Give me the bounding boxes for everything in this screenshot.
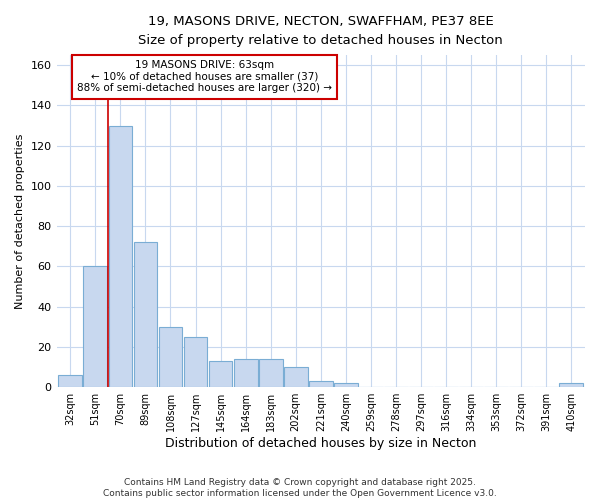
Bar [334,383,358,387]
Bar [234,359,257,387]
Bar [134,242,157,387]
Bar [109,126,133,387]
Text: 19 MASONS DRIVE: 63sqm
← 10% of detached houses are smaller (37)
88% of semi-det: 19 MASONS DRIVE: 63sqm ← 10% of detached… [77,60,332,94]
Bar [158,327,182,387]
Title: 19, MASONS DRIVE, NECTON, SWAFFHAM, PE37 8EE
Size of property relative to detach: 19, MASONS DRIVE, NECTON, SWAFFHAM, PE37… [139,15,503,47]
Bar [184,337,208,387]
Bar [83,266,107,387]
Y-axis label: Number of detached properties: Number of detached properties [15,134,25,309]
X-axis label: Distribution of detached houses by size in Necton: Distribution of detached houses by size … [165,437,476,450]
Text: Contains HM Land Registry data © Crown copyright and database right 2025.
Contai: Contains HM Land Registry data © Crown c… [103,478,497,498]
Bar [259,359,283,387]
Bar [284,367,308,387]
Bar [309,381,332,387]
Bar [209,361,232,387]
Bar [559,383,583,387]
Bar [58,375,82,387]
